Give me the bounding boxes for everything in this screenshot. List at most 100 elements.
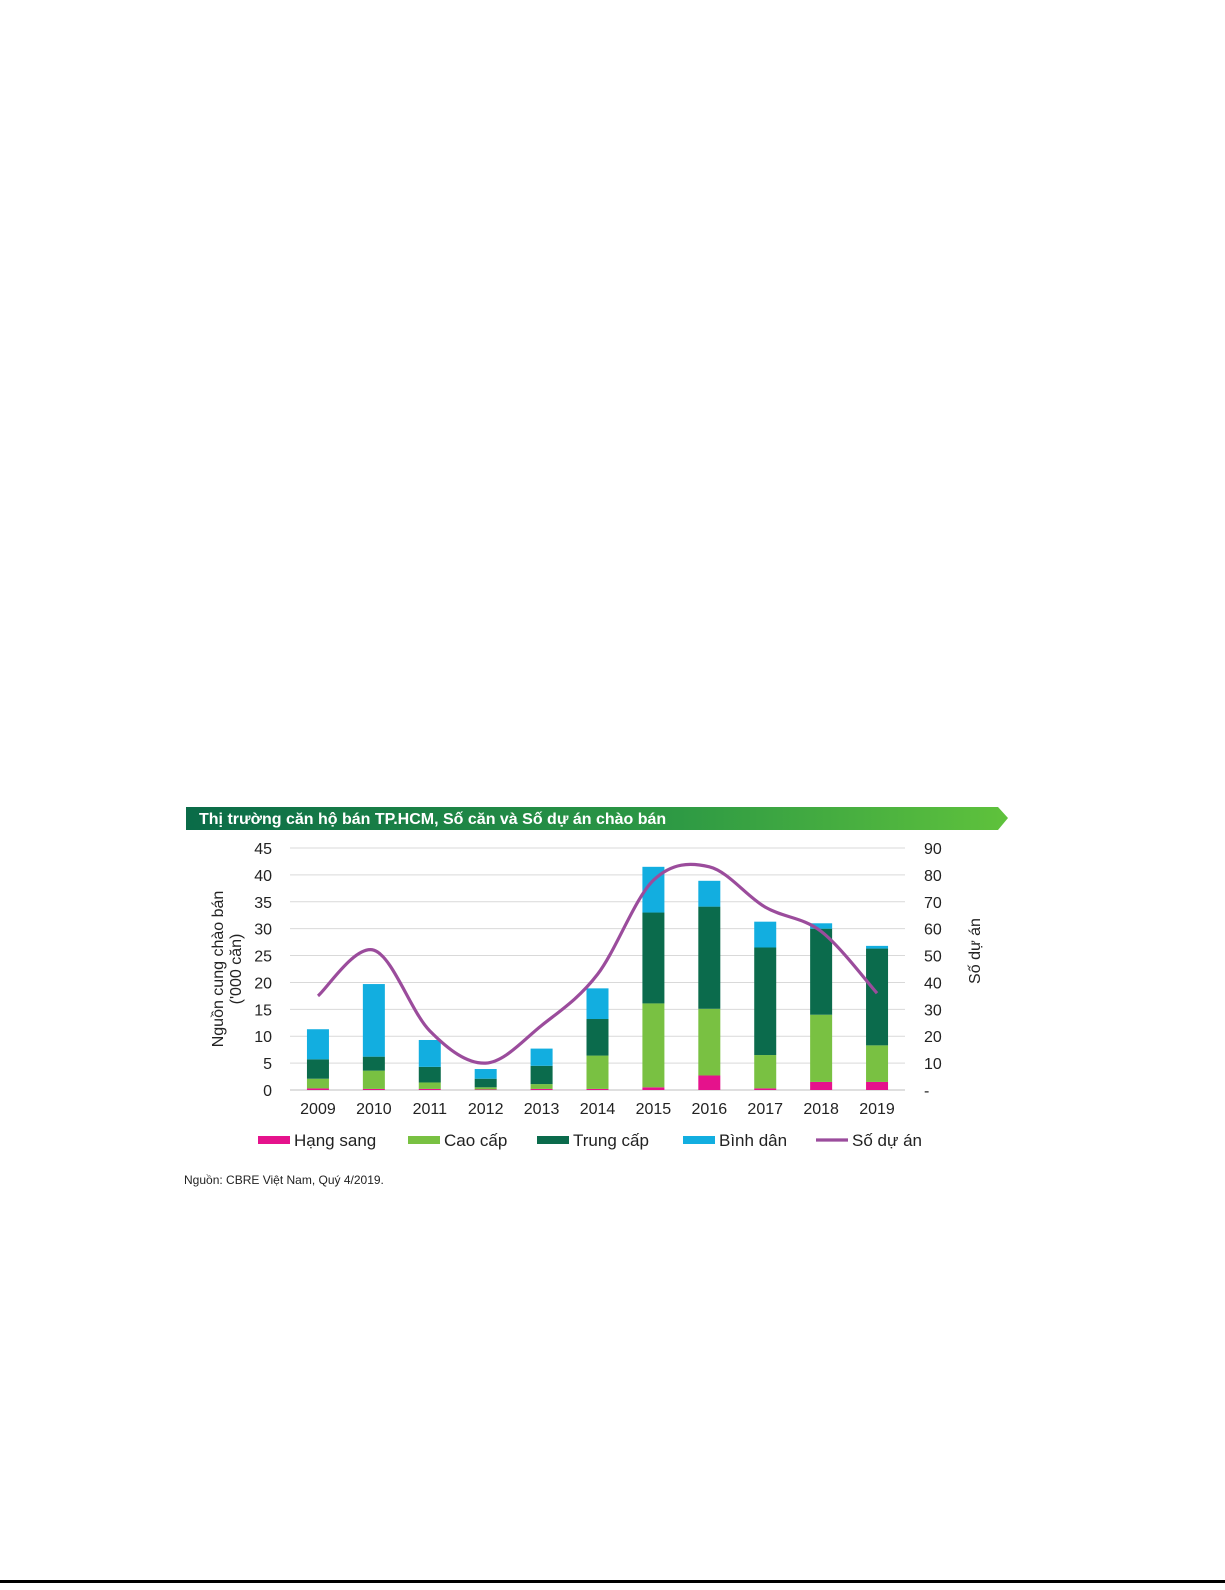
bar-segment — [418, 1088, 441, 1090]
bar-segment — [698, 1075, 721, 1090]
legend-swatch — [258, 1136, 290, 1144]
x-tick-label: 2015 — [636, 1101, 672, 1118]
bar-segment — [530, 1065, 553, 1085]
y-left-tick-label: 10 — [254, 1029, 272, 1046]
x-tick-label: 2018 — [803, 1101, 839, 1118]
bar-segment — [418, 1082, 441, 1089]
bar-segment — [530, 1084, 553, 1089]
bar-segment — [586, 1055, 609, 1089]
x-tick-label: 2011 — [413, 1101, 448, 1118]
y-left-tick-label: 0 — [263, 1083, 272, 1100]
y-right-tick-label: 30 — [924, 1002, 942, 1019]
y-left-tick-label: 5 — [263, 1056, 272, 1073]
x-tick-label: 2016 — [692, 1101, 728, 1118]
bar-segment — [306, 1078, 329, 1089]
y-left-tick-label: 20 — [254, 975, 272, 992]
bar-segment — [474, 1089, 497, 1090]
bar-segment — [754, 1055, 777, 1089]
y-right-tick-label: 20 — [924, 1029, 942, 1046]
y-right-tick-label: 80 — [924, 868, 942, 885]
bar-segment — [810, 1014, 833, 1082]
y-left-tick-label: 30 — [254, 922, 272, 939]
x-tick-label: 2010 — [356, 1101, 392, 1118]
bar-segment — [306, 1088, 329, 1090]
bar-segment — [754, 947, 777, 1056]
legend-swatch — [408, 1136, 440, 1144]
y-right-label: Số dự án — [967, 918, 984, 984]
bar-segment — [418, 1066, 441, 1083]
right-axis-ticks: - 10 20 30 40 50 60 70 80 90 — [924, 841, 942, 1100]
y-left-label-line2: ('000 căn) — [228, 934, 245, 1005]
x-axis-ticks: 2009 2010 2011 2012 2013 2014 2015 2016 2017 2018… — [300, 1101, 895, 1118]
y-left-tick-label: 40 — [254, 868, 272, 885]
bar-segment — [418, 1039, 441, 1067]
bar-segment — [754, 921, 777, 948]
bars — [306, 866, 889, 1090]
legend-label: Bình dân — [719, 1131, 787, 1150]
bar-segment — [530, 1088, 553, 1090]
bar-segment — [642, 1003, 665, 1088]
bar-segment — [362, 1088, 385, 1090]
x-tick-label: 2009 — [300, 1101, 336, 1118]
bar-segment — [474, 1087, 497, 1090]
chart-title: Thị trường căn hộ bán TP.HCM, Số căn và … — [199, 811, 666, 828]
y-right-tick-label: 50 — [924, 949, 942, 966]
x-tick-label: 2019 — [859, 1101, 895, 1118]
y-right-tick-label: 70 — [924, 895, 942, 912]
bar-segment — [530, 1048, 553, 1066]
x-tick-label: 2013 — [524, 1101, 560, 1118]
y-left-tick-label: 15 — [254, 1002, 272, 1019]
bar-segment — [642, 866, 665, 913]
legend-label: Số dự án — [852, 1131, 922, 1150]
bar-segment — [642, 912, 665, 1004]
y-right-tick-label: 60 — [924, 922, 942, 939]
y-left-label-line1: Nguồn cung chào bán — [210, 891, 227, 1048]
bar-segment — [866, 1081, 889, 1090]
bar-segment — [698, 1008, 721, 1076]
legend-label: Hạng sang — [294, 1131, 376, 1150]
bar-segment — [586, 988, 609, 1020]
bar-segment — [586, 1088, 609, 1090]
bar-segment — [866, 948, 889, 1046]
x-tick-label: 2017 — [747, 1101, 783, 1118]
legend-label: Trung cấp — [573, 1131, 649, 1150]
legend-swatch — [537, 1136, 569, 1144]
y-left-tick-label: 45 — [254, 841, 272, 858]
bar-segment — [866, 945, 889, 949]
y-right-tick-label: 10 — [924, 1056, 942, 1073]
legend-label: Cao cấp — [444, 1131, 507, 1150]
bar-segment — [362, 1056, 385, 1071]
page-bottom-rule — [0, 1580, 1225, 1583]
bar-segment — [754, 1088, 777, 1090]
bar-segment — [866, 1045, 889, 1082]
bar-segment — [586, 1019, 609, 1056]
bar-segment — [698, 906, 721, 1009]
bar-segment — [810, 923, 833, 929]
bar-segment — [362, 984, 385, 1057]
title-banner — [186, 807, 1008, 830]
bar-segment — [306, 1029, 329, 1060]
bar-segment — [474, 1069, 497, 1079]
y-left-tick-label: 35 — [254, 895, 272, 912]
line-series — [316, 862, 879, 1065]
bar-segment — [642, 1087, 665, 1090]
bar-segment — [810, 928, 833, 1015]
x-tick-label: 2014 — [580, 1101, 616, 1118]
line-series-so-du-an — [316, 862, 879, 1065]
legend-swatch — [683, 1136, 715, 1144]
y-left-tick-label: 25 — [254, 949, 272, 966]
bar-segment — [306, 1059, 329, 1079]
source-note: Nguồn: CBRE Việt Nam, Quý 4/2019. — [184, 1173, 384, 1187]
bar-segment — [362, 1070, 385, 1089]
x-tick-label: 2012 — [468, 1101, 504, 1118]
y-right-tick-label: 40 — [924, 975, 942, 992]
y-right-tick-label: 90 — [924, 841, 942, 858]
legend: Hạng sang Cao cấp Trung cấp Bình dân Số dự á… — [258, 1131, 922, 1150]
bar-segment — [698, 880, 721, 907]
y-right-tick-label: - — [924, 1083, 929, 1100]
bar-segment — [474, 1078, 497, 1088]
bar-segment — [810, 1081, 833, 1090]
left-axis-ticks: 0 5 10 15 20 25 30 35 40 45 — [254, 841, 272, 1100]
